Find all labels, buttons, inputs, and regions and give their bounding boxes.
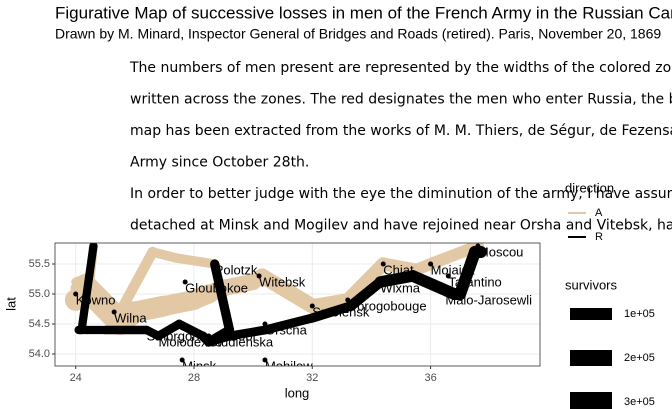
- city-point: [111, 309, 117, 315]
- city-label: Wilna: [114, 310, 147, 325]
- flow-segment: [171, 253, 220, 269]
- city-point: [380, 261, 386, 267]
- legend-label: A: [595, 207, 603, 219]
- y-tick-label: 54.0: [29, 348, 50, 360]
- city-point: [256, 273, 262, 279]
- flow-segment: [307, 301, 356, 323]
- chart-subtitle: Drawn by M. Minard, Inspector General of…: [55, 26, 661, 42]
- legend-label: R: [595, 231, 603, 243]
- city-label: Polotzk: [215, 262, 258, 277]
- flow-segment: [340, 257, 391, 307]
- chart-title: Figurative Map of successive losses in m…: [55, 3, 672, 22]
- city-point: [428, 261, 434, 267]
- panel-border: [54, 242, 541, 367]
- size-key: [570, 350, 612, 366]
- city-point: [156, 333, 162, 339]
- city-label: Mojaisk: [431, 262, 476, 277]
- legend-label: 2e+05: [624, 352, 655, 364]
- y-tick-label: 54.5: [29, 318, 50, 330]
- flow-segment: [225, 325, 270, 341]
- x-tick-label: 28: [188, 372, 200, 384]
- city-point: [212, 261, 218, 267]
- legend-label: 1e+05: [624, 308, 655, 320]
- city-label: Witebsk: [259, 274, 306, 289]
- city-label: Moiodexno: [159, 334, 223, 349]
- legend-label: 3e+05: [624, 396, 655, 408]
- axes: 24 28 32 36 54.0 54.5 55.0 55.5: [29, 258, 437, 384]
- x-tick-label: 24: [70, 372, 82, 384]
- legend-title: direction: [565, 180, 614, 195]
- x-tick-label: 32: [306, 372, 318, 384]
- city-label: Wixma: [380, 280, 420, 295]
- city-point: [442, 291, 448, 297]
- city-point: [179, 357, 185, 363]
- flow-segment: [198, 331, 214, 347]
- flows: [64, 243, 487, 347]
- city-point: [475, 243, 481, 249]
- description-line: written across the zones. The red design…: [130, 92, 672, 108]
- flow-segment: [114, 246, 158, 318]
- city-label: Dorogobouge: [348, 298, 427, 313]
- x-tick-label: 36: [424, 372, 436, 384]
- description-line: map has been extracted from the works of…: [130, 123, 672, 139]
- city-point: [262, 321, 268, 327]
- flow-segment: [210, 259, 235, 335]
- flow-segment: [260, 313, 317, 335]
- description: The numbers of men present are represent…: [129, 60, 672, 234]
- city-label: Chjat: [383, 262, 414, 277]
- size-key: [570, 308, 612, 320]
- city-label: Studienska: [209, 334, 274, 349]
- city-point: [262, 357, 268, 363]
- city-point: [377, 279, 383, 285]
- x-axis-label: long: [285, 385, 310, 400]
- flow-segment: [454, 246, 481, 300]
- description-line: In order to better judge with the eye th…: [130, 186, 672, 202]
- city-label: Mohilow: [265, 358, 313, 373]
- y-tick-label: 55.5: [29, 258, 50, 270]
- city-label: Smolensk: [312, 304, 370, 319]
- flow-segment: [374, 270, 419, 288]
- flow-segment: [345, 276, 386, 312]
- size-key: [570, 392, 612, 409]
- city-point: [309, 303, 315, 309]
- flow-segment: [254, 268, 320, 314]
- city-label: Minsk: [182, 358, 216, 373]
- city-point: [206, 333, 212, 339]
- flow-segment: [406, 270, 461, 300]
- flow-segment: [85, 276, 126, 318]
- flow-segment: [77, 243, 98, 335]
- city-label: Gloubokoe: [185, 280, 248, 295]
- city-label: Tarantino: [448, 274, 501, 289]
- city-label: Malo-Jarosewli: [445, 292, 532, 307]
- city-point: [182, 279, 188, 285]
- city-label: Moscou: [478, 244, 524, 259]
- legend-title: survivors: [565, 277, 618, 292]
- description-line: The numbers of men present are represent…: [129, 60, 672, 76]
- y-axis-label: lat: [3, 297, 18, 311]
- y-tick-label: 55.0: [29, 288, 50, 300]
- city-point: [226, 327, 232, 333]
- city-label: Kowno: [76, 292, 116, 307]
- city-label: Smorgoni: [147, 328, 203, 343]
- city-point: [73, 291, 79, 297]
- description-line: Army since October 28th.: [130, 155, 309, 171]
- city-label: Orscha: [265, 322, 308, 337]
- city-label: Bobr: [229, 328, 257, 343]
- city-point: [345, 297, 351, 303]
- city-point: [445, 273, 451, 279]
- city-point: [144, 327, 150, 333]
- description-line: detached at Minsk and Mogilev and have r…: [130, 218, 672, 234]
